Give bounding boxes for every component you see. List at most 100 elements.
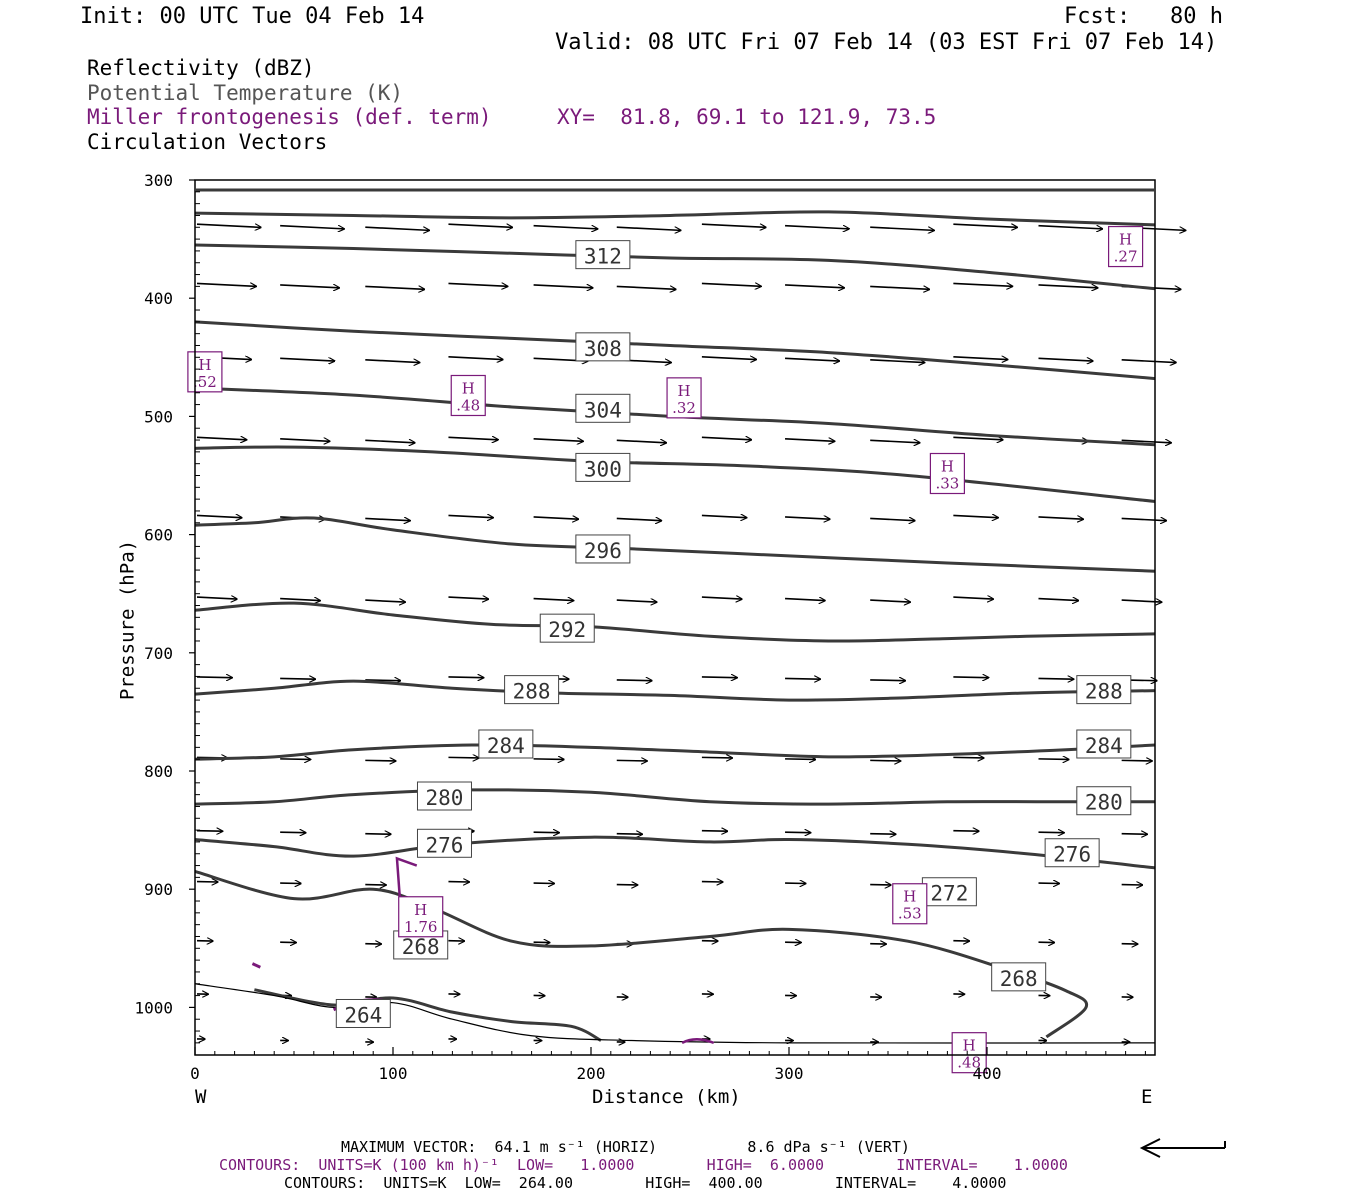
frontogenesis-max-label: H [462, 379, 475, 397]
circulation-vector [870, 518, 915, 520]
frontogenesis-max-label: H [678, 382, 691, 400]
theta-label: 284 [1085, 734, 1123, 758]
circulation-vector [196, 597, 237, 599]
circulation-vector [365, 834, 391, 835]
circulation-vector [280, 358, 334, 361]
circulation-vector [870, 226, 934, 230]
theta-label: 312 [584, 245, 622, 269]
theta-label-box [1044, 838, 1100, 868]
circulation-vector [953, 597, 993, 599]
circulation-vector [701, 515, 747, 517]
circulation-vector [870, 440, 920, 442]
circulation-vector [701, 831, 728, 832]
circulation-vector [870, 286, 929, 289]
frontogenesis-max-value: 1.76 [404, 918, 437, 936]
circulation-vector [196, 437, 247, 439]
frontogenesis-max-box [951, 1032, 987, 1074]
frontogenesis-max-value: .53 [898, 905, 922, 923]
circulation-vector [1121, 834, 1148, 835]
circulation-vector [616, 760, 647, 761]
circulation-vector [785, 759, 815, 760]
theta-contour-292 [194, 516, 1156, 573]
circulation-vector [616, 286, 676, 289]
circulation-vector [1038, 517, 1084, 519]
theta-contour-296 [194, 445, 1156, 503]
circulation-vector [616, 226, 681, 230]
frontogenesis-max-value: .27 [1114, 248, 1138, 266]
circulation-vector [1121, 760, 1152, 761]
circulation-vector [870, 680, 905, 681]
y-tick-label: 500 [144, 407, 173, 426]
x-tick-label: 400 [973, 1064, 1002, 1083]
footer-contours-theta: CONTOURS: UNITS=K LOW= 264.00 HIGH= 400.… [284, 1174, 1007, 1192]
circulation-vector [953, 515, 998, 517]
theta-contour-288 [194, 601, 1156, 643]
circulation-vector [1038, 832, 1065, 833]
theta-label-box [1076, 786, 1132, 816]
circulation-vector [701, 223, 766, 227]
theta-contours [194, 210, 1156, 1044]
circulation-vector [1038, 224, 1103, 229]
frontogenesis-max-value: .33 [935, 475, 959, 493]
theta-label: 276 [426, 833, 464, 857]
circulation-vector [953, 283, 1012, 286]
theta-contour-272 [194, 835, 1156, 870]
theta-contour-304 [194, 320, 1156, 381]
frontogenesis-max-label: H [903, 888, 916, 906]
theta-label: 288 [1085, 680, 1123, 704]
theta-contour-268 [194, 870, 1089, 1039]
circulation-vector [701, 437, 752, 439]
circulation-vector [701, 757, 732, 758]
y-tick-label: 300 [144, 171, 173, 190]
circulation-vector [953, 357, 1007, 360]
circulation-vector [448, 357, 502, 360]
plot-axes: 300 400 500 600 700 800 900 1000 0 100 200 300 400 [134, 171, 1156, 1083]
theta-label-box [478, 729, 534, 759]
theta-label-box [921, 877, 977, 907]
frontogenesis-max-box [187, 351, 223, 393]
circulation-vector [616, 600, 657, 602]
reference-vector-icon [1139, 1138, 1226, 1158]
theta-label: 292 [548, 618, 586, 642]
theta-label: 272 [930, 882, 968, 906]
circulation-vector [701, 597, 742, 599]
circulation-vector [448, 597, 488, 599]
circulation-vector [280, 832, 306, 833]
frontogenesis-max-box [892, 883, 928, 925]
frontogenesis-max-box [929, 452, 966, 495]
theta-label-box [504, 675, 560, 705]
circulation-vector [953, 831, 979, 832]
x-axis-west-label: W [195, 1086, 207, 1108]
frontogenesis-max-label: H [941, 458, 954, 476]
circulation-vector [448, 515, 493, 517]
circulation-vector [448, 223, 512, 227]
frontogenesis-max-label: H [963, 1037, 976, 1055]
frontogenesis-max-value: .32 [672, 399, 696, 417]
legend-circulation-vectors: Circulation Vectors [87, 130, 328, 154]
circulation-vector [616, 834, 643, 835]
circulation-vector [701, 677, 737, 678]
circulation-vector [280, 678, 315, 679]
circulation-vector [365, 760, 395, 761]
theta-label: 268 [402, 935, 440, 959]
theta-label-box [575, 332, 631, 362]
circulation-vector [785, 599, 825, 601]
frontogenesis-max-box [398, 896, 444, 938]
theta-label-box [575, 452, 631, 482]
circulation-vector [196, 831, 223, 832]
theta-label: 280 [1085, 791, 1123, 815]
theta-label: 288 [513, 680, 551, 704]
circulation-vector [280, 285, 339, 288]
circulation-vector [701, 357, 756, 360]
theta-label: 296 [584, 539, 622, 563]
theta-label-box [575, 534, 631, 564]
theta-contour-280 [194, 743, 1156, 761]
circulation-vector [448, 283, 507, 286]
circulation-vector [616, 440, 667, 442]
footer-max-vector: MAXIMUM VECTOR: 64.1 m s⁻¹ (HORIZ) 8.6 d… [341, 1138, 910, 1156]
y-tick-label: 1000 [134, 998, 173, 1017]
frontogenesis-contours [251, 856, 715, 1045]
legend-potential-temperature: Potential Temperature (K) [87, 81, 404, 105]
init-time: Init: 00 UTC Tue 04 Feb 14 [80, 4, 425, 29]
